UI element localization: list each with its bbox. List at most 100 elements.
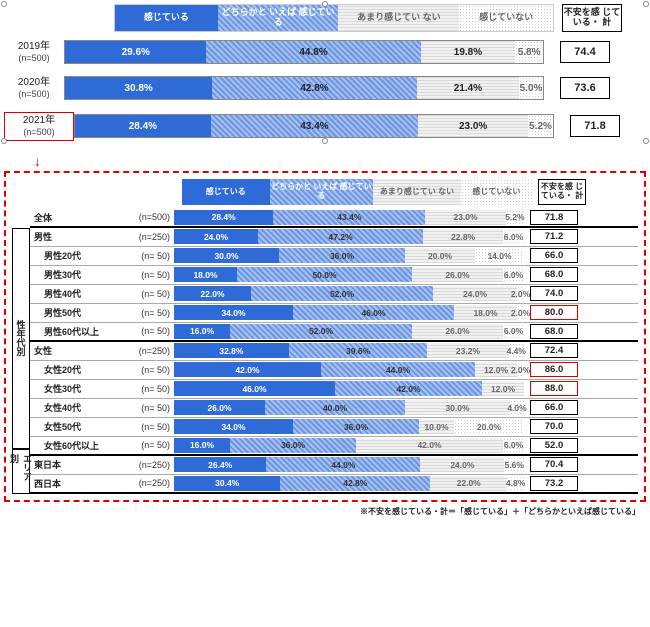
table-row: 女性60代以上(n= 50)16.0%36.0%42.0%6.0%52.0 xyxy=(30,437,638,456)
stacked-bar: 34.0%46.0%18.0%2.0% xyxy=(174,305,524,320)
bar-seg-4: 4.4% xyxy=(509,343,524,358)
table-row: 男性50代(n= 50)34.0%46.0%18.0%2.0%80.0 xyxy=(30,304,638,323)
table-row: 女性50代(n= 50)34.0%36.0%10.0%20.0%70.0 xyxy=(30,418,638,437)
stacked-bar: 30.8%42.8%21.4%5.0% xyxy=(64,76,544,100)
sum-value: 71.2 xyxy=(530,229,578,244)
bar-seg-2: 50.0% xyxy=(237,267,412,282)
row-name: 西日本 xyxy=(30,477,118,490)
year-label: 2020年(n=500) xyxy=(4,77,64,100)
bar-seg-2: 52.0% xyxy=(251,286,433,301)
row-name: 東日本 xyxy=(30,458,118,471)
bar-seg-2: 39.6% xyxy=(289,343,428,358)
bar-seg-2: 52.0% xyxy=(230,324,412,339)
bar-seg-2: 44.0% xyxy=(266,457,420,472)
row-n: (n= 50) xyxy=(118,289,174,299)
stacked-bar: 42.0%44.0%12.0%2.0% xyxy=(174,362,524,377)
sum-value: 66.0 xyxy=(530,400,578,415)
bar-seg-3: 24.0% xyxy=(433,286,517,301)
table-row: 男性40代(n= 50)22.0%52.0%24.0%2.0%74.0 xyxy=(30,285,638,304)
bar-seg-4: 5.0% xyxy=(519,77,543,99)
row-name: 男性30代 xyxy=(30,268,118,281)
bar-seg-4: 5.6% xyxy=(504,457,524,472)
legend-2: どちらかと いえば 感じている xyxy=(218,5,339,31)
row-name: 男性50代 xyxy=(30,306,118,319)
row-name: 男性 xyxy=(30,230,118,243)
year-row: 2021年(n=500)28.4%43.4%23.0%5.2%71.8 xyxy=(4,112,646,141)
selection-handle[interactable] xyxy=(1,138,7,144)
table-row: 西日本(n=250)30.4%42.8%22.0%4.8%73.2 xyxy=(30,475,638,494)
bar-seg-3: 30.0% xyxy=(405,400,510,415)
row-name: 女性40代 xyxy=(30,401,118,414)
bar-seg-3: 12.0% xyxy=(482,381,524,396)
table-row: 男性(n=250)24.0%47.2%22.8%6.0%71.2 xyxy=(30,228,638,247)
row-n: (n=250) xyxy=(118,232,174,242)
table-row: 女性20代(n= 50)42.0%44.0%12.0%2.0%86.0 xyxy=(30,361,638,380)
bar-seg-3: 23.0% xyxy=(425,210,506,225)
bar-seg-1: 22.0% xyxy=(174,286,251,301)
bar-seg-2: 42.8% xyxy=(212,77,417,99)
selection-handle[interactable] xyxy=(322,138,328,144)
bar-seg-4: 4.0% xyxy=(510,400,524,415)
selection-handle[interactable] xyxy=(322,1,328,7)
dl-4: 感じていない xyxy=(461,179,532,205)
side-labels: 性年代別 エリア別 xyxy=(12,209,30,494)
bar-seg-4: 6.0% xyxy=(503,438,524,453)
year-label: 2019年(n=500) xyxy=(4,41,64,64)
sum-value: 88.0 xyxy=(530,381,578,396)
sum-value: 68.0 xyxy=(530,267,578,282)
stacked-bar: 26.4%44.0%24.0%5.6% xyxy=(174,457,524,472)
row-n: (n= 50) xyxy=(118,422,174,432)
bar-seg-4: 5.2% xyxy=(506,210,524,225)
footnote: ※不安を感じている・計＝「感じている」＋「どちらかといえば感じている」 xyxy=(4,506,646,517)
stacked-bar: 26.0%40.0%30.0%4.0% xyxy=(174,400,524,415)
sum-value: 74.0 xyxy=(530,286,578,301)
row-name: 女性20代 xyxy=(30,363,118,376)
bar-seg-2: 42.0% xyxy=(335,381,482,396)
legend-3: あまり感じてい ない xyxy=(338,5,459,31)
row-name: 女性50代 xyxy=(30,420,118,433)
table-row: 女性(n=250)32.8%39.6%23.2%4.4%72.4 xyxy=(30,342,638,361)
selection-handle[interactable] xyxy=(643,1,649,7)
bar-seg-3: 42.0% xyxy=(356,438,503,453)
bar-seg-2: 36.0% xyxy=(230,438,356,453)
legend: 感じている どちらかと いえば 感じている あまり感じてい ない 感じていない xyxy=(114,4,554,32)
selection-handle[interactable] xyxy=(643,138,649,144)
selection-handle[interactable] xyxy=(1,1,7,7)
sum-value: 52.0 xyxy=(530,438,578,453)
sum-value: 80.0 xyxy=(530,305,578,320)
bar-seg-1: 32.8% xyxy=(174,343,289,358)
detail-legend-row: 感じている どちらかと いえば 感じている あまり感じてい ない 感じていない … xyxy=(12,179,638,205)
stacked-bar: 22.0%52.0%24.0%2.0% xyxy=(174,286,524,301)
bar-seg-1: 16.0% xyxy=(174,324,230,339)
sum-value: 68.0 xyxy=(530,324,578,339)
sum-value: 74.4 xyxy=(560,41,610,63)
bar-seg-2: 36.0% xyxy=(293,419,419,434)
sum-value: 73.6 xyxy=(560,77,610,99)
bar-seg-3: 19.8% xyxy=(421,41,516,63)
bar-seg-1: 42.0% xyxy=(174,362,321,377)
dl-sum: 不安を感 じている・ 計 xyxy=(538,179,586,205)
stacked-bar: 30.0%36.0%20.0%14.0% xyxy=(174,248,524,263)
sum-value: 70.4 xyxy=(530,457,578,472)
bar-seg-4: 20.0% xyxy=(454,419,524,434)
bar-seg-1: 30.4% xyxy=(174,476,280,491)
bar-seg-1: 28.4% xyxy=(75,115,211,137)
bar-seg-2: 36.0% xyxy=(279,248,405,263)
table-row: 女性40代(n= 50)26.0%40.0%30.0%4.0%66.0 xyxy=(30,399,638,418)
table-row: 東日本(n=250)26.4%44.0%24.0%5.6%70.4 xyxy=(30,456,638,475)
row-n: (n= 50) xyxy=(118,440,174,450)
bar-seg-1: 26.0% xyxy=(174,400,265,415)
bar-seg-1: 29.6% xyxy=(65,41,206,63)
spacer xyxy=(12,209,30,228)
bar-seg-2: 44.0% xyxy=(321,362,475,377)
row-n: (n= 50) xyxy=(118,384,174,394)
bar-seg-4: 2.0% xyxy=(517,286,524,301)
stacked-bar: 28.4%43.4%23.0%5.2% xyxy=(174,210,524,225)
row-n: (n=250) xyxy=(118,478,174,488)
bar-seg-4: 6.0% xyxy=(503,267,524,282)
sum-value: 66.0 xyxy=(530,248,578,263)
bar-seg-1: 16.0% xyxy=(174,438,230,453)
bar-seg-1: 28.4% xyxy=(174,210,273,225)
legend-4: 感じていない xyxy=(459,5,553,31)
year-label: 2021年(n=500) xyxy=(9,115,69,138)
